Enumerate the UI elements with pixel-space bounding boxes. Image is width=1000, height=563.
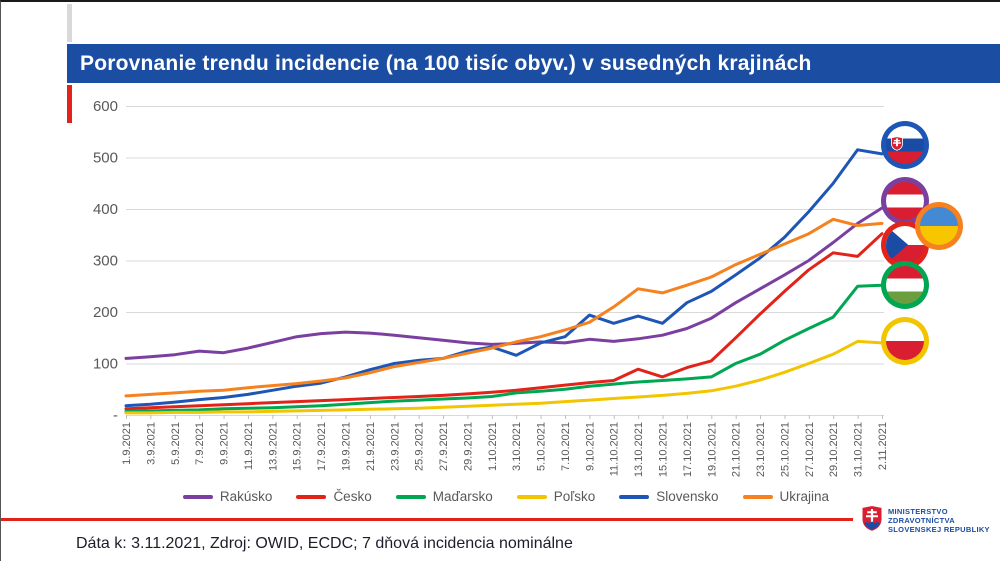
x-axis-label-25.10.2021: 25.10.2021 <box>779 422 791 477</box>
legend-swatch-icon <box>182 494 213 499</box>
x-axis-label-7.10.2021: 7.10.2021 <box>560 422 572 471</box>
x-axis-label-13.10.2021: 13.10.2021 <box>633 422 645 477</box>
x-axis-label-27.10.2021: 27.10.2021 <box>804 422 816 477</box>
legend-label: Ukrajina <box>779 489 830 504</box>
x-axis-label-13.9.2021: 13.9.2021 <box>267 422 279 471</box>
legend-item-Slovensko: Slovensko <box>619 489 719 504</box>
x-axis-label-11.9.2021: 11.9.2021 <box>243 422 255 470</box>
ministry-line-3: SLOVENSKEJ REPUBLIKY <box>888 525 990 534</box>
y-axis-label-400: 400 <box>93 201 118 218</box>
series-line-Slovensko <box>124 148 884 408</box>
series-line-Rakúsko <box>124 206 884 360</box>
y-axis-label-200: 200 <box>93 304 118 321</box>
data-source-note: Dáta k: 3.11.2021, Zdroj: OWID, ECDC; 7 … <box>76 535 573 552</box>
y-axis-label-500: 500 <box>93 150 118 167</box>
series-line-Poľsko <box>124 339 884 415</box>
x-axis-label-1.9.2021: 1.9.2021 <box>121 422 133 465</box>
x-axis-label-19.9.2021: 19.9.2021 <box>340 422 352 471</box>
title-red-accent-tick <box>67 85 72 123</box>
x-axis-label-23.9.2021: 23.9.2021 <box>389 422 401 471</box>
chart-legend: Rakúsko Česko Maďarsko Poľsko Slovensko Ukraj… <box>126 489 886 504</box>
legend-label: Slovensko <box>656 489 719 504</box>
x-axis-label-11.10.2021: 11.10.2021 <box>609 422 621 476</box>
x-axis-label-5.9.2021: 5.9.2021 <box>170 422 182 465</box>
series-line-Česko <box>124 232 884 411</box>
legend-item-Česko: Česko <box>296 489 372 504</box>
legend-item-Rakúsko: Rakúsko <box>182 489 273 504</box>
legend-item-Poľsko: Poľsko <box>516 489 596 504</box>
slide-top-accent-tick <box>67 4 72 42</box>
x-axis-label-29.10.2021: 29.10.2021 <box>828 422 840 477</box>
x-axis-label-2.11.2021: 2.11.2021 <box>877 422 889 470</box>
x-axis-label-15.9.2021: 15.9.2021 <box>292 422 304 471</box>
footer-divider-rule <box>1 518 853 521</box>
x-axis-label-7.9.2021: 7.9.2021 <box>194 422 206 465</box>
x-axis-label-9.10.2021: 9.10.2021 <box>584 422 596 471</box>
ministry-line-2: ZDRAVOTNÍCTVA <box>888 516 955 525</box>
x-axis-label-3.9.2021: 3.9.2021 <box>145 422 157 465</box>
page-title: Porovnanie trendu incidencie (na 100 tis… <box>67 44 1000 83</box>
legend-swatch-icon <box>395 494 426 499</box>
x-axis-label-19.10.2021: 19.10.2021 <box>706 422 718 477</box>
x-axis-label-3.10.2021: 3.10.2021 <box>511 422 523 471</box>
legend-label: Rakúsko <box>219 489 273 504</box>
legend-item-Ukrajina: Ukrajina <box>742 489 830 504</box>
legend-label: Maďarsko <box>432 489 493 504</box>
series-line-Ukrajina <box>124 217 884 398</box>
x-axis-label-1.10.2021: 1.10.2021 <box>487 422 499 471</box>
x-axis-label-29.9.2021: 29.9.2021 <box>462 422 474 471</box>
x-axis-label-21.9.2021: 21.9.2021 <box>365 422 377 471</box>
x-axis-label-23.10.2021: 23.10.2021 <box>755 422 767 477</box>
x-axis-label-17.9.2021: 17.9.2021 <box>316 422 328 471</box>
slovak-coat-of-arms-icon <box>861 505 883 532</box>
legend-swatch-icon <box>619 494 650 499</box>
ministry-logo: MINISTERSTVO ZDRAVOTNÍCTVA SLOVENSKEJ RE… <box>861 505 990 534</box>
y-axis-label-600: 600 <box>93 98 118 115</box>
y-axis-label-0: - <box>113 407 118 424</box>
legend-swatch-icon <box>296 494 327 499</box>
legend-label: Poľsko <box>553 489 596 504</box>
x-axis-label-21.10.2021: 21.10.2021 <box>731 422 743 477</box>
ministry-line-1: MINISTERSTVO <box>888 507 948 516</box>
x-axis-label-15.10.2021: 15.10.2021 <box>658 422 670 477</box>
x-axis-label-27.9.2021: 27.9.2021 <box>438 422 450 471</box>
legend-label: Česko <box>333 489 372 504</box>
x-axis-label-17.10.2021: 17.10.2021 <box>682 422 694 477</box>
legend-swatch-icon <box>742 494 773 499</box>
series-line-Maďarsko <box>124 283 884 413</box>
legend-swatch-icon <box>516 494 547 499</box>
x-axis-label-9.9.2021: 9.9.2021 <box>219 422 231 465</box>
x-axis-label-25.9.2021: 25.9.2021 <box>414 422 426 471</box>
x-axis-label-31.10.2021: 31.10.2021 <box>853 422 865 477</box>
y-axis-label-100: 100 <box>93 356 118 373</box>
legend-item-Maďarsko: Maďarsko <box>395 489 493 504</box>
y-axis-label-300: 300 <box>93 253 118 270</box>
x-axis-label-5.10.2021: 5.10.2021 <box>536 422 548 471</box>
